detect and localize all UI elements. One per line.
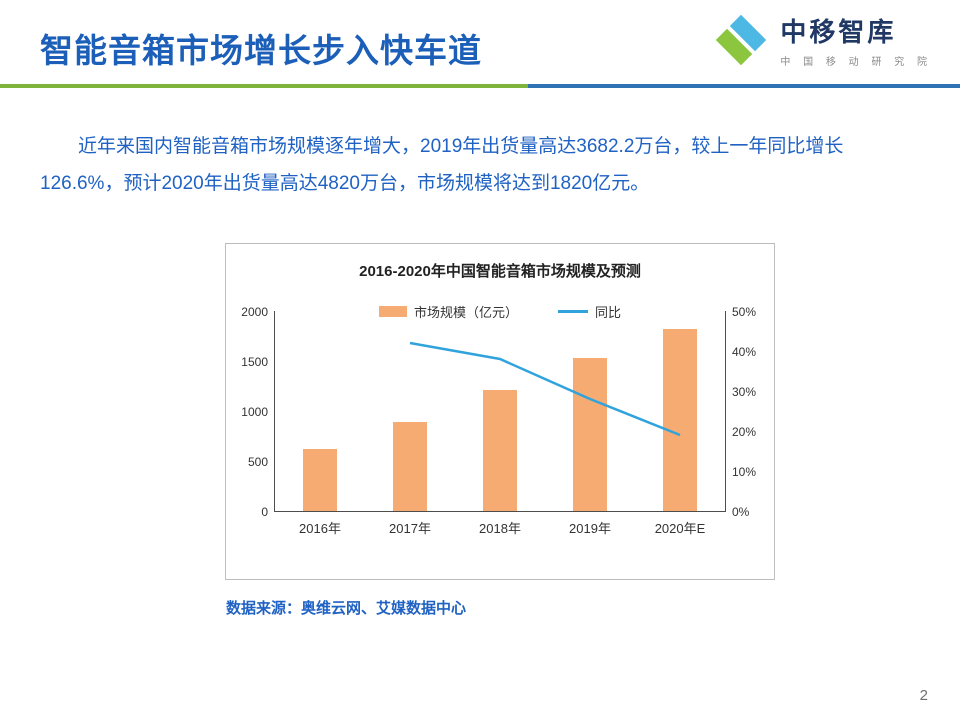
logo-text: 中移智库 中 国 移 动 研 究 院 <box>780 12 932 68</box>
line-swatch <box>558 310 588 313</box>
bar-2016年 <box>303 449 337 511</box>
logo-subtitle: 中 国 移 动 研 究 院 <box>780 57 932 68</box>
x-axis-labels: 2016年 2017年 2018年 2019年 2020年E <box>226 518 774 537</box>
left-axis-labels: 0 500 1000 1500 2000 <box>230 305 274 519</box>
x-axis-label-row: 2016年 2017年 2018年 2019年 2020年E <box>275 518 725 537</box>
x-label-2018年: 2018年 <box>479 521 521 536</box>
page-number: 2 <box>919 687 928 704</box>
left-tick-500: 500 <box>247 455 268 469</box>
legend-bar-label: 市场规模（亿元） <box>413 305 518 320</box>
bar-2019年 <box>573 358 607 511</box>
logo-icon <box>716 14 767 66</box>
body-paragraph: 近年来国内智能音箱市场规模逐年增大，2019年出货量高达3682.2万台，较上一… <box>40 136 844 195</box>
chart-legend: 市场规模（亿元） 同比 <box>226 302 774 321</box>
bar-2018年 <box>483 390 517 511</box>
legend-item-bar: 市场规模（亿元） <box>378 302 518 321</box>
legend-item-line: 同比 <box>558 302 621 321</box>
x-label-2020年E: 2020年E <box>654 521 706 536</box>
left-tick-2000: 2000 <box>241 305 268 319</box>
x-axis-spacer-right <box>725 518 769 537</box>
x-axis-spacer-left <box>231 518 275 537</box>
right-tick-20: 20% <box>732 425 757 439</box>
right-tick-30: 30% <box>732 385 757 399</box>
growth-line <box>409 341 681 437</box>
right-axis-labels: 0% 10% 20% 30% 40% 50% <box>726 305 770 519</box>
right-tick-40: 40% <box>732 345 757 359</box>
left-tick-1000: 1000 <box>241 405 268 419</box>
logo: 中移智库 中 国 移 动 研 究 院 <box>712 12 932 68</box>
x-label-2016年: 2016年 <box>299 521 341 536</box>
left-tick-0: 0 <box>261 505 268 519</box>
plot-area <box>274 311 726 512</box>
right-tick-10: 10% <box>732 465 757 479</box>
x-label-2019年: 2019年 <box>569 521 611 536</box>
bar-2020年E <box>663 329 697 511</box>
page-title: 智能音箱市场增长步入快车道 <box>40 32 482 69</box>
plot-wrap: 0 500 1000 1500 2000 0% 10% 20% 30% 40% 50% <box>226 305 774 519</box>
legend-line-label: 同比 <box>595 305 622 320</box>
logo-name: 中移智库 <box>780 17 897 47</box>
chart-title: 2016-2020年中国智能音箱市场规模及预测 <box>359 263 641 280</box>
bar-2017年 <box>393 422 427 511</box>
header-divider <box>0 84 960 88</box>
right-tick-0: 0% <box>732 505 750 519</box>
x-label-2017年: 2017年 <box>389 521 431 536</box>
chart: 2016-2020年中国智能音箱市场规模及预测 市场规模（亿元） 同比 0 500… <box>225 243 775 580</box>
right-tick-50: 50% <box>732 305 757 319</box>
data-source-note: 数据来源：奥维云网、艾媒数据中心 <box>226 600 467 617</box>
left-tick-1500: 1500 <box>241 355 268 369</box>
bar-swatch <box>378 306 407 317</box>
